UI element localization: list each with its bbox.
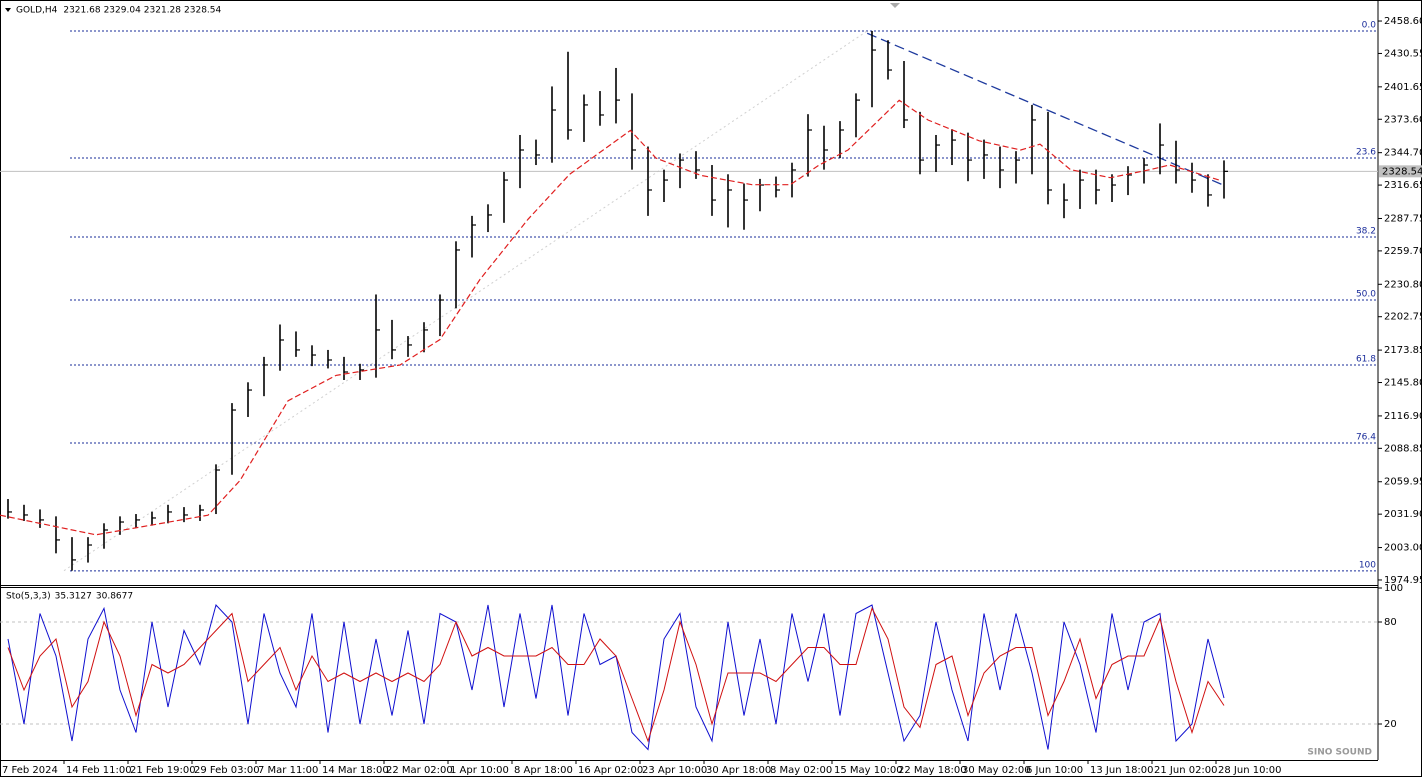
- last-price-box: [1379, 165, 1422, 178]
- y-tick-label: 2031.90: [1384, 509, 1422, 520]
- x-tick-label: 30 Apr 18:00: [706, 765, 771, 776]
- fib-label: 0.0: [1362, 20, 1377, 30]
- y-tick-label: 2401.65: [1384, 82, 1422, 93]
- y-tick-label: 2344.70: [1384, 148, 1422, 159]
- trendline: [63, 30, 868, 572]
- indicator-title: Sto(5,3,3): [6, 592, 51, 602]
- x-tick-label: 15 May 10:00: [834, 765, 903, 776]
- header-value: 2321.28: [144, 6, 181, 16]
- moving-average: [0, 99, 1220, 536]
- y-tick-label: 2088.85: [1384, 443, 1422, 454]
- y-tick-label: 2145.80: [1384, 378, 1422, 389]
- fib-label: 38.2: [1356, 227, 1376, 237]
- x-tick-label: 1 Apr 10:00: [450, 765, 509, 776]
- y-tick-label: 2259.70: [1384, 246, 1422, 257]
- symbol: GOLD,H4: [16, 6, 58, 16]
- y-tick-label: 2430.55: [1384, 48, 1422, 59]
- y-tick-label: 2458.60: [1384, 16, 1422, 27]
- y-tick-label: 100: [1384, 583, 1403, 594]
- x-tick-label: 13 Jun 18:00: [1090, 765, 1154, 776]
- header-value: 2328.54: [184, 6, 221, 16]
- x-tick-label: 21 Feb 19:00: [130, 765, 196, 776]
- fib-label: 76.4: [1356, 432, 1376, 442]
- x-tick-label: 29 Feb 03:00: [194, 765, 260, 776]
- indicator-value: 30.8677: [96, 592, 133, 602]
- y-tick-label: 2230.80: [1384, 279, 1422, 290]
- x-tick-label: 7 Feb 2024: [2, 765, 58, 776]
- header-value: 2321.68: [63, 6, 100, 16]
- x-tick-label: 16 Apr 02:00: [578, 765, 643, 776]
- y-tick-label: 80: [1384, 617, 1397, 628]
- y-tick-label: 2287.75: [1384, 213, 1422, 224]
- y-tick-label: 2059.95: [1384, 477, 1422, 488]
- x-tick-label: 7 Mar 11:00: [258, 765, 318, 776]
- x-tick-label: 14 Mar 18:00: [322, 765, 389, 776]
- y-tick-label: 2116.90: [1384, 411, 1422, 422]
- x-tick-label: 22 May 18:00: [898, 765, 967, 776]
- x-tick-label: 23 Apr 10:00: [642, 765, 707, 776]
- menu-arrow: [5, 8, 11, 12]
- fib-label: 61.8: [1356, 354, 1376, 364]
- shift-marker: [890, 3, 900, 8]
- y-tick-label: 2202.75: [1384, 312, 1422, 323]
- x-tick-label: 6 Jun 10:00: [1026, 765, 1083, 776]
- watermark: SINO SOUND: [1307, 748, 1372, 758]
- y-tick-label: 2316.65: [1384, 180, 1422, 191]
- y-tick-label: 2003.00: [1384, 543, 1422, 554]
- fib-label: 100: [1359, 560, 1376, 570]
- fib-label: 50.0: [1356, 290, 1376, 300]
- x-tick-label: 22 Mar 02:00: [386, 765, 453, 776]
- trendline: [866, 32, 1223, 186]
- x-tick-label: 21 Jun 02:00: [1154, 765, 1218, 776]
- stoch-line: [7, 607, 1225, 743]
- y-tick-label: 20: [1384, 719, 1397, 730]
- y-tick-label: 2173.85: [1384, 345, 1422, 356]
- fib-label: 23.6: [1356, 147, 1376, 157]
- indicator-value: 35.3127: [55, 592, 92, 602]
- y-tick-label: 2373.60: [1384, 114, 1422, 125]
- x-tick-label: 30 May 02:00: [962, 765, 1031, 776]
- last-price-label: 2328.54: [1382, 166, 1422, 177]
- header-value: 2329.04: [104, 6, 141, 16]
- x-tick-label: 14 Feb 11:00: [66, 765, 132, 776]
- y-tick-label: 1974.95: [1384, 575, 1422, 586]
- x-tick-label: 28 Jun 10:00: [1218, 765, 1282, 776]
- x-tick-label: 8 Apr 18:00: [514, 765, 573, 776]
- x-tick-label: 8 May 02:00: [770, 765, 832, 776]
